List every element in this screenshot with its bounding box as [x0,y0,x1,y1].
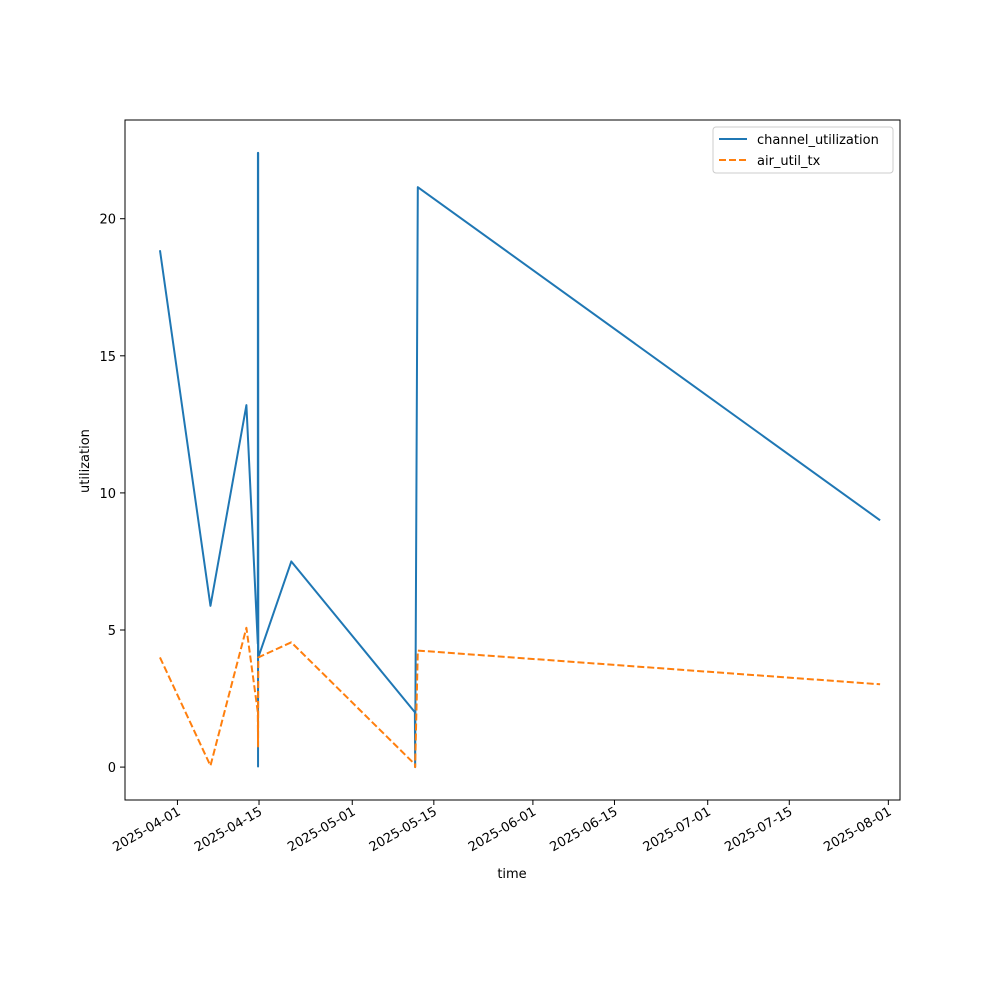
plot-area [158,151,881,769]
y-tick-label: 5 [108,624,116,639]
y-tick-label: 10 [99,487,116,502]
y-axis-label: utilization [78,429,93,493]
y-tick-label: 15 [99,350,116,365]
y-tick-label: 0 [108,761,116,776]
legend-box [712,126,894,174]
x-axis-label: time [497,867,526,882]
y-tick-label: 20 [99,213,116,228]
series-line-air-util-tx [159,626,881,769]
legend-label-channel-utilization: channel_utilization [757,133,879,148]
legend: channel_utilization air_util_tx [712,126,894,174]
axes-frame [124,119,901,801]
legend-label-air-util-tx: air_util_tx [757,154,821,169]
